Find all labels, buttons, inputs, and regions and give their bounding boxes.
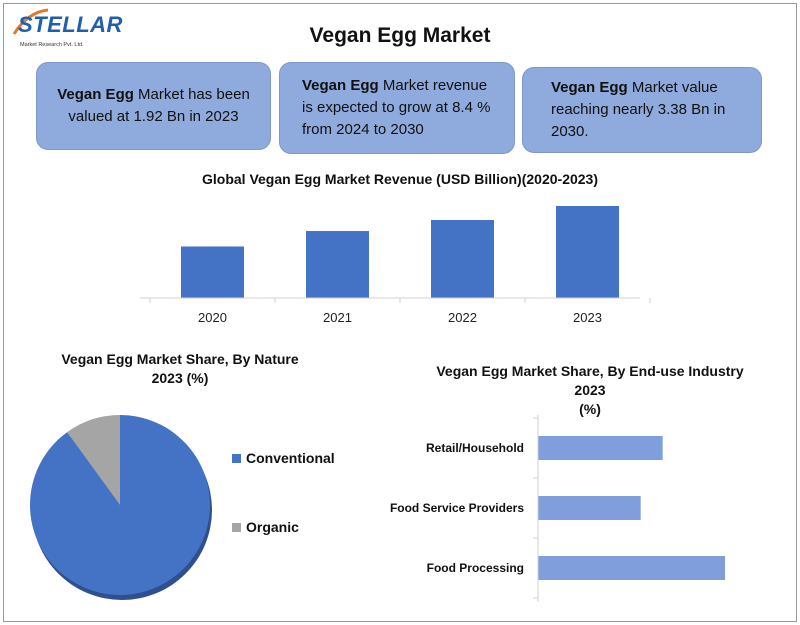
revenue-bar: [306, 231, 369, 298]
info-box-text: Market value reaching nearly 3.38 Bn in …: [551, 79, 726, 140]
info-box-text: Market has been valued at 1.92 Bn in 202…: [68, 86, 250, 125]
nature-pie-chart: [29, 415, 212, 600]
revenue-tick-label: 2021: [323, 310, 352, 325]
end-use-chart-title: Vegan Egg Market Share, By End-use Indus…: [400, 362, 780, 419]
end-use-chart-title-line: 2023: [574, 382, 606, 398]
info-box-bold: Vegan Egg: [57, 86, 134, 103]
info-box-growth: Vegan Egg Market revenue is expected to …: [279, 62, 515, 154]
pie-slice-organic: [67, 415, 120, 505]
end-use-bar: [538, 556, 725, 580]
nature-chart-title: Vegan Egg Market Share, By Nature 2023 (…: [30, 350, 330, 388]
revenue-tick-label: 2022: [448, 310, 477, 325]
info-box-bold: Vegan Egg: [551, 79, 628, 96]
revenue-chart-title: Global Vegan Egg Market Revenue (USD Bil…: [202, 171, 598, 187]
info-box-valuation: Vegan Egg Market has been valued at 1.92…: [36, 62, 271, 150]
end-use-category-label: Food Service Providers: [390, 501, 524, 515]
revenue-tick-label: 2023: [573, 310, 602, 325]
revenue-tick-label: 2020: [198, 310, 227, 325]
logo-swoosh-icon: [12, 8, 49, 35]
legend-label: Conventional: [246, 450, 335, 466]
end-use-bar: [538, 496, 641, 520]
end-use-category-label: Food Processing: [427, 561, 524, 575]
nature-chart-title-line: 2023 (%): [151, 370, 209, 386]
logo-wordmark: STELLAR: [18, 12, 123, 37]
nature-chart-title-line: Vegan Egg Market Share, By Nature: [61, 351, 299, 367]
end-use-chart-title-line: (%): [579, 401, 601, 417]
revenue-bar: [181, 246, 244, 298]
stellar-logo: STELLAR Market Research Pvt. Ltd.: [12, 8, 124, 54]
revenue-bar: [431, 219, 494, 298]
logo-tagline: Market Research Pvt. Ltd.: [20, 42, 84, 48]
legend-swatch: [232, 522, 241, 532]
end-use-category-label: Retail/Household: [426, 441, 524, 455]
end-use-chart-title-line: Vegan Egg Market Share, By End-use Indus…: [436, 363, 744, 379]
legend-item-conventional: Conventional: [232, 450, 335, 466]
revenue-bar-chart: 2020 2021 2022 2023: [140, 206, 651, 325]
page-title: Vegan Egg Market: [309, 24, 491, 47]
end-use-bar: [538, 436, 663, 460]
info-box-text: Market revenue is expected to grow at 8.…: [302, 77, 491, 138]
info-box-forecast: Vegan Egg Market value reaching nearly 3…: [522, 67, 762, 153]
info-box-bold: Vegan Egg: [302, 77, 379, 94]
legend-label: Organic: [246, 519, 299, 535]
revenue-bar: [556, 206, 619, 298]
legend-item-organic: Organic: [232, 519, 299, 535]
legend-swatch: [232, 453, 241, 463]
end-use-bar-chart: Retail/Household Food Service Providers Fo…: [390, 415, 725, 602]
